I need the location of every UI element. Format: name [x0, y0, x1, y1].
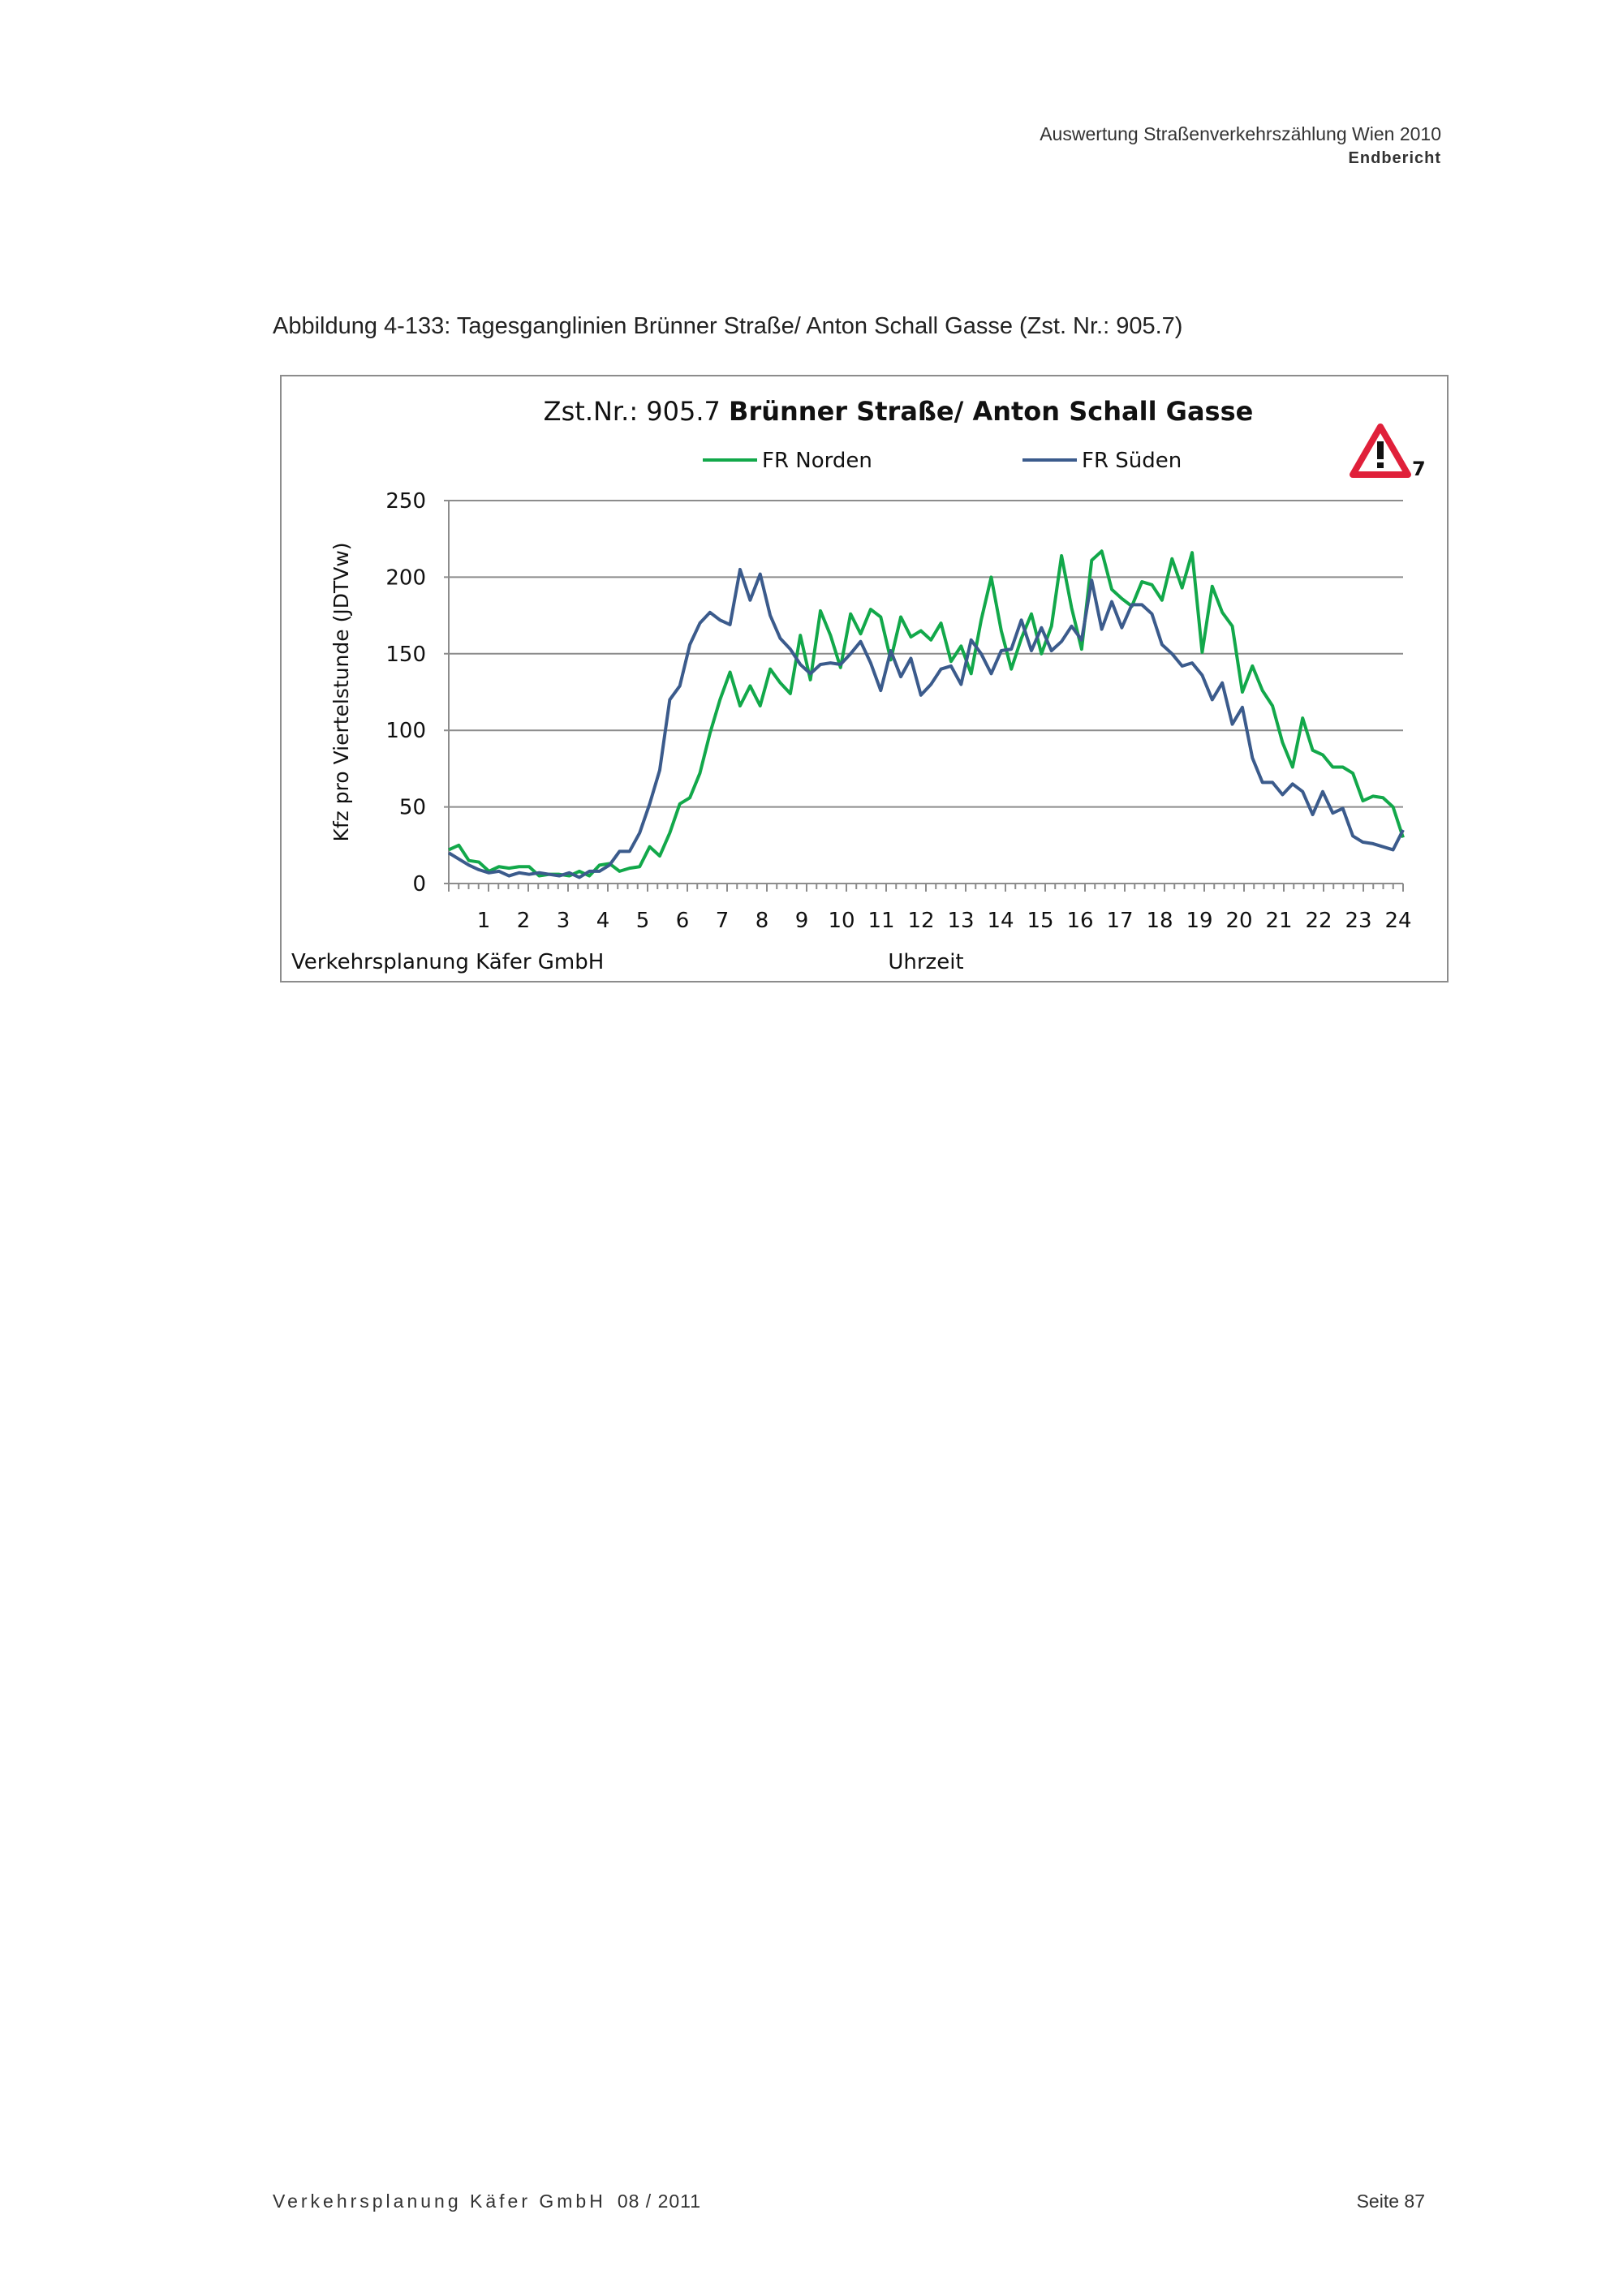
x-tick-label: 4: [596, 909, 610, 933]
x-tick-label: 23: [1345, 909, 1371, 933]
x-tick-label: 18: [1146, 909, 1173, 933]
series-lines: [447, 549, 1405, 879]
y-tick-label: 250: [385, 489, 426, 514]
x-tick-label: 12: [907, 909, 934, 933]
x-tick-label: 10: [828, 909, 855, 933]
chart-title-bold: Brünner Straße/ Anton Schall Gasse: [729, 396, 1253, 427]
x-tick-label: 16: [1066, 909, 1093, 933]
x-axis-label: Uhrzeit: [888, 950, 963, 974]
x-tick-label: 14: [987, 909, 1014, 933]
series-line-fr-sueden: [447, 567, 1405, 879]
y-tick-label: 200: [385, 565, 426, 590]
x-tick-label: 6: [676, 909, 690, 933]
footer-company: Verkehrsplanung Käfer GmbH 08 / 2011: [273, 2191, 701, 2212]
y-tick-label: 100: [385, 719, 426, 743]
chart-title: Zst.Nr.: 905.7 Brünner Straße/ Anton Sch…: [544, 396, 1254, 427]
x-tick-label: 20: [1225, 909, 1252, 933]
grid: [444, 500, 1403, 888]
x-tick-label: 11: [867, 909, 894, 933]
source-note: Verkehrsplanung Käfer GmbH: [291, 950, 604, 974]
page-header: Auswertung Straßenverkehrszählung Wien 2…: [1040, 122, 1441, 170]
x-tick-label: 15: [1027, 909, 1053, 933]
x-axis-ticks: 1 2 3 4 5 6 7 8 9 10 11 12 13 14 15 16 17 18 19 20 21 22 23 24: [448, 884, 1412, 933]
y-tick-label: 150: [385, 643, 426, 667]
x-tick-label: 8: [756, 909, 769, 933]
y-axis-ticks: 0 50 100 150 200 250: [385, 489, 426, 896]
x-tick-label: 7: [716, 909, 730, 933]
footer-company-name: Verkehrsplanung Käfer GmbH: [273, 2191, 606, 2212]
chart-container: Zst.Nr.: 905.7 Brünner Straße/ Anton Sch…: [280, 375, 1449, 982]
x-tick-label: 1: [477, 909, 491, 933]
page-number: Seite 87: [1356, 2191, 1425, 2212]
warning-icon: [1350, 424, 1411, 478]
x-tick-label: 13: [947, 909, 974, 933]
report-title: Auswertung Straßenverkehrszählung Wien 2…: [1040, 123, 1441, 144]
x-tick-label: 3: [557, 909, 570, 933]
series-line-fr-norden: [448, 549, 1405, 878]
warning-count: 7: [1412, 458, 1426, 480]
y-tick-label: 50: [399, 796, 426, 820]
figure-caption: Abbildung 4-133: Tagesganglinien Brünner…: [273, 313, 1183, 339]
x-tick-label: 5: [636, 909, 650, 933]
y-axis-label: Kfz pro Viertelstunde (JDTVw): [329, 542, 353, 841]
x-tick-label: 19: [1186, 909, 1212, 933]
x-tick-label: 21: [1265, 909, 1292, 933]
report-subtitle: Endbericht: [1348, 149, 1441, 167]
footer-date: 08 / 2011: [617, 2191, 702, 2212]
x-tick-label: 2: [517, 909, 531, 933]
y-tick-label: 0: [412, 872, 426, 896]
x-tick-label: 9: [795, 909, 809, 933]
legend-label: FR Norden: [762, 449, 872, 473]
chart-title-prefix: Zst.Nr.: 905.7: [544, 396, 729, 427]
legend: FR Norden FR Süden: [703, 449, 1182, 473]
line-chart: Zst.Nr.: 905.7 Brünner Straße/ Anton Sch…: [291, 396, 1426, 974]
x-tick-label: 22: [1305, 909, 1332, 933]
x-tick-label: 17: [1106, 909, 1133, 933]
x-tick-label: 24: [1384, 909, 1411, 933]
legend-label: FR Süden: [1082, 449, 1182, 473]
